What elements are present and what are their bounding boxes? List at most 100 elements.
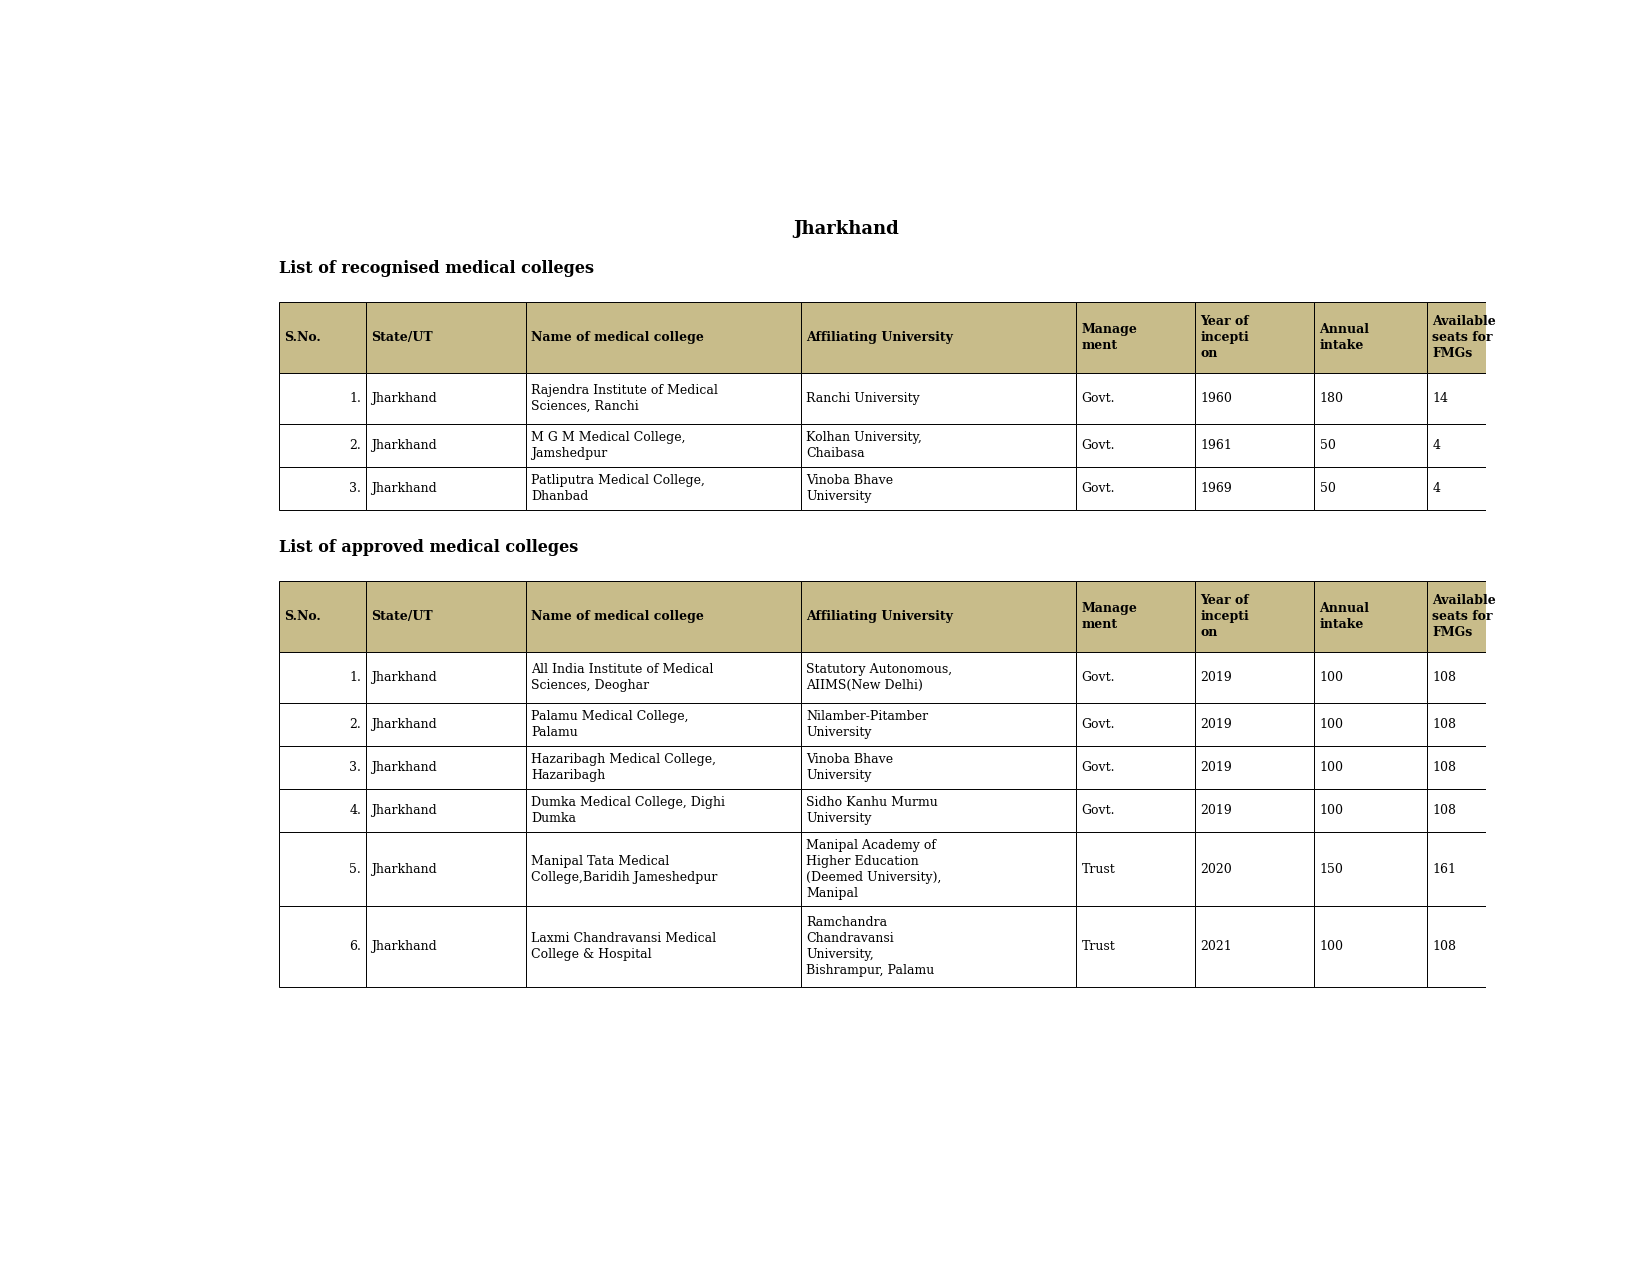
Bar [1426,833,1573,907]
Bar [1314,302,1426,372]
Bar [1314,789,1426,833]
Text: 1969: 1969 [1200,482,1232,495]
Bar [367,467,527,510]
Text: Jharkhand: Jharkhand [371,940,438,952]
Text: 2021: 2021 [1200,940,1232,952]
Bar [367,581,527,652]
Text: Name of medical college: Name of medical college [532,332,705,344]
Text: 4: 4 [1431,482,1440,495]
Text: 2020: 2020 [1200,863,1232,876]
Text: 4.: 4. [350,805,362,817]
Bar [801,425,1076,467]
Bar [1076,746,1195,789]
Bar [1426,425,1573,467]
Bar [1314,372,1426,425]
Text: Jharkhand: Jharkhand [371,391,438,405]
Text: Jharkhand: Jharkhand [792,219,900,237]
Bar [801,467,1076,510]
Bar [1314,746,1426,789]
Text: 2019: 2019 [1200,671,1232,683]
Text: Jharkhand: Jharkhand [371,671,438,683]
Bar [1426,467,1573,510]
Bar [801,789,1076,833]
Text: 1.: 1. [350,391,362,405]
Text: Available
seats for
FMGs: Available seats for FMGs [1431,594,1496,639]
Bar [527,372,801,425]
Text: Kolhan University,
Chaibasa: Kolhan University, Chaibasa [806,431,923,460]
Bar [1314,425,1426,467]
Bar [279,652,367,703]
Text: 2019: 2019 [1200,761,1232,774]
Bar [1076,652,1195,703]
Text: S.No.: S.No. [284,332,322,344]
Text: Annual
intake: Annual intake [1319,602,1370,631]
Text: 1961: 1961 [1200,439,1232,453]
Bar [801,833,1076,907]
Text: Palamu Medical College,
Palamu: Palamu Medical College, Palamu [532,710,688,740]
Text: 108: 108 [1431,671,1456,683]
Text: Affiliating University: Affiliating University [806,332,953,344]
Text: 3.: 3. [350,482,362,495]
Text: 50: 50 [1319,482,1336,495]
Text: 14: 14 [1431,391,1448,405]
Bar [279,833,367,907]
Bar [279,302,367,372]
Text: 108: 108 [1431,940,1456,952]
Text: 150: 150 [1319,863,1344,876]
Bar [1426,652,1573,703]
Text: 1.: 1. [350,671,362,683]
Text: Statutory Autonomous,
AIIMS(New Delhi): Statutory Autonomous, AIIMS(New Delhi) [806,663,953,692]
Text: List of approved medical colleges: List of approved medical colleges [279,539,578,556]
Bar [367,302,527,372]
Bar [1314,581,1426,652]
Text: 2.: 2. [350,439,362,453]
Text: Manipal Academy of
Higher Education
(Deemed University),
Manipal: Manipal Academy of Higher Education (Dee… [806,839,941,900]
Bar [1076,703,1195,746]
Text: List of recognised medical colleges: List of recognised medical colleges [279,260,594,278]
Bar [1195,581,1314,652]
Text: Jharkhand: Jharkhand [371,863,438,876]
Bar [279,703,367,746]
Bar [1195,652,1314,703]
Text: M G M Medical College,
Jamshedpur: M G M Medical College, Jamshedpur [532,431,685,460]
Text: Manage
ment: Manage ment [1081,323,1138,352]
Bar [279,746,367,789]
Bar [1314,467,1426,510]
Bar [527,789,801,833]
Text: Govt.: Govt. [1081,718,1114,731]
Text: 5.: 5. [350,863,362,876]
Text: Govt.: Govt. [1081,482,1114,495]
Text: 100: 100 [1319,671,1344,683]
Text: 108: 108 [1431,805,1456,817]
Bar [801,302,1076,372]
Bar [1195,833,1314,907]
Text: Jharkhand: Jharkhand [371,718,438,731]
Bar [1314,907,1426,987]
Text: 108: 108 [1431,761,1456,774]
Bar [367,746,527,789]
Text: 108: 108 [1431,718,1456,731]
Bar [367,703,527,746]
Text: Rajendra Institute of Medical
Sciences, Ranchi: Rajendra Institute of Medical Sciences, … [532,384,718,413]
Bar [279,907,367,987]
Text: Manipal Tata Medical
College,Baridih Jameshedpur: Manipal Tata Medical College,Baridih Jam… [532,854,718,884]
Text: State/UT: State/UT [371,609,433,623]
Text: 50: 50 [1319,439,1336,453]
Bar [1426,372,1573,425]
Text: Jharkhand: Jharkhand [371,805,438,817]
Bar [1195,467,1314,510]
Bar [527,746,801,789]
Text: Trust: Trust [1081,863,1116,876]
Bar [1426,302,1573,372]
Text: 2.: 2. [350,718,362,731]
Text: Patliputra Medical College,
Dhanbad: Patliputra Medical College, Dhanbad [532,474,705,504]
Bar [1076,833,1195,907]
Text: Govt.: Govt. [1081,761,1114,774]
Bar [801,703,1076,746]
Bar [527,581,801,652]
Bar [1076,789,1195,833]
Text: Ramchandra
Chandravansi
University,
Bishrampur, Palamu: Ramchandra Chandravansi University, Bish… [806,915,934,977]
Bar [527,703,801,746]
Bar [1076,467,1195,510]
Text: Sidho Kanhu Murmu
University: Sidho Kanhu Murmu University [806,797,938,825]
